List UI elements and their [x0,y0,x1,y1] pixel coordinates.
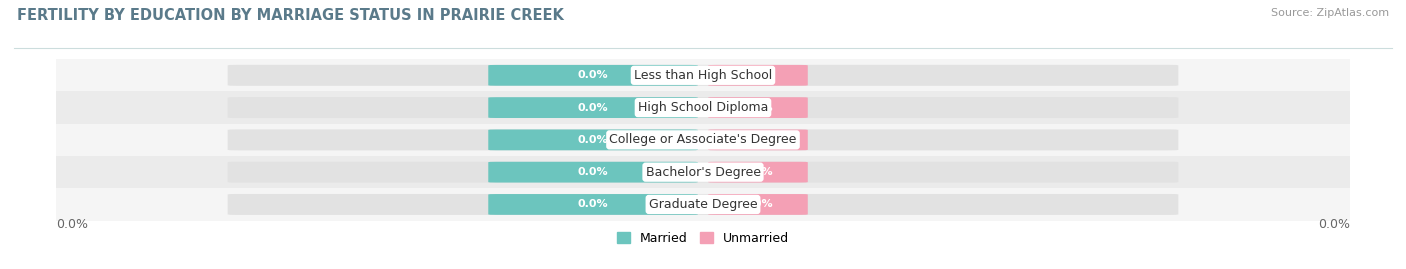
Text: College or Associate's Degree: College or Associate's Degree [609,133,797,146]
Bar [56,91,1350,124]
Text: Bachelor's Degree: Bachelor's Degree [645,166,761,179]
FancyBboxPatch shape [228,97,1178,118]
Text: 0.0%: 0.0% [578,102,609,113]
Text: Less than High School: Less than High School [634,69,772,82]
FancyBboxPatch shape [709,65,808,86]
Bar [56,124,1350,156]
FancyBboxPatch shape [488,65,697,86]
Text: 0.0%: 0.0% [578,199,609,210]
Bar [56,188,1350,221]
Text: 0.0%: 0.0% [742,167,773,177]
Text: 0.0%: 0.0% [1317,218,1350,231]
FancyBboxPatch shape [488,129,697,150]
FancyBboxPatch shape [709,194,808,215]
FancyBboxPatch shape [488,97,697,118]
FancyBboxPatch shape [228,194,1178,215]
FancyBboxPatch shape [228,162,1178,183]
Text: 0.0%: 0.0% [742,135,773,145]
Text: 0.0%: 0.0% [578,167,609,177]
Text: 0.0%: 0.0% [742,70,773,80]
FancyBboxPatch shape [488,194,697,215]
Text: High School Diploma: High School Diploma [638,101,768,114]
Text: Graduate Degree: Graduate Degree [648,198,758,211]
Text: 0.0%: 0.0% [578,135,609,145]
Text: 0.0%: 0.0% [742,199,773,210]
FancyBboxPatch shape [228,129,1178,150]
Bar [56,59,1350,91]
FancyBboxPatch shape [228,65,1178,86]
Text: Source: ZipAtlas.com: Source: ZipAtlas.com [1271,8,1389,18]
Text: 0.0%: 0.0% [578,70,609,80]
Text: 0.0%: 0.0% [56,218,89,231]
Text: 0.0%: 0.0% [742,102,773,113]
FancyBboxPatch shape [709,97,808,118]
FancyBboxPatch shape [488,162,697,183]
Legend: Married, Unmarried: Married, Unmarried [612,227,794,250]
Bar [56,156,1350,188]
Text: FERTILITY BY EDUCATION BY MARRIAGE STATUS IN PRAIRIE CREEK: FERTILITY BY EDUCATION BY MARRIAGE STATU… [17,8,564,23]
FancyBboxPatch shape [709,129,808,150]
FancyBboxPatch shape [709,162,808,183]
